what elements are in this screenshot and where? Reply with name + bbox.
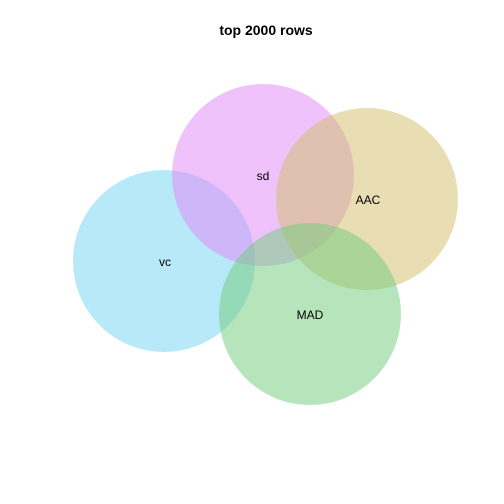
set-label-vc: vc (159, 255, 171, 269)
set-label-sd: sd (257, 169, 270, 183)
diagram-title: top 2000 rows (219, 22, 313, 38)
set-label-aac: AAC (356, 193, 381, 207)
set-label-mad: MAD (297, 308, 324, 322)
set-circle-mad (219, 223, 401, 405)
